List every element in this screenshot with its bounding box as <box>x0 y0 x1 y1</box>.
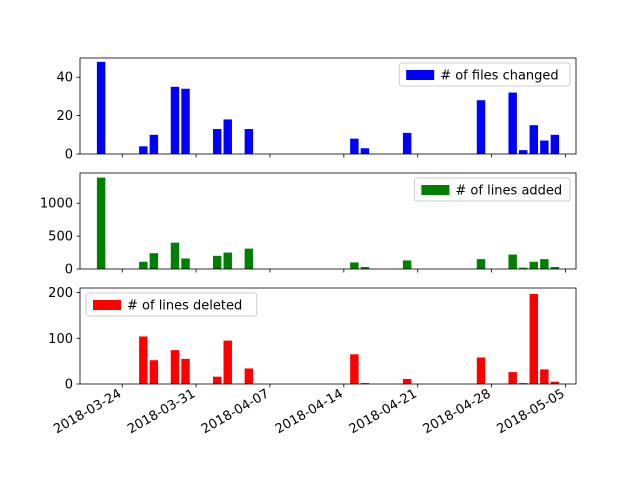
bar-p3-2018-03-26 <box>139 336 148 384</box>
bar-p1-2018-04-20 <box>402 132 412 154</box>
xtick-label-2018-04-07: 2018-04-07 <box>199 386 272 437</box>
ytick-label-p3-200: 200 <box>48 286 73 301</box>
bar-p3-2018-04-15 <box>350 354 359 384</box>
ytick-label-p3-100: 100 <box>48 332 73 347</box>
bar-p1-2018-03-22 <box>96 61 106 155</box>
bar-p2-2018-05-03 <box>540 259 549 269</box>
bar-p3-2018-03-27 <box>149 360 159 384</box>
legend-box-3 <box>85 292 258 317</box>
bar-p2-2018-04-30 <box>508 254 517 269</box>
bar-p3-2018-05-01 <box>519 383 528 384</box>
bar-p3-2018-04-27 <box>476 357 486 384</box>
bar-p1-2018-03-30 <box>181 88 190 154</box>
bar-p3-2018-03-30 <box>181 358 190 384</box>
bar-p1-2018-04-27 <box>476 100 486 154</box>
bar-p3-2018-04-05 <box>244 368 254 384</box>
ytick-label-p1-40: 40 <box>56 71 73 86</box>
legend-swatch-3 <box>93 300 121 310</box>
bar-p3-2018-03-29 <box>170 350 180 384</box>
legend-label-1: # of files changed <box>440 69 559 84</box>
ytick-label-p2-500: 500 <box>48 230 73 245</box>
legend-swatch-1 <box>406 70 435 80</box>
bar-p3-2018-05-02 <box>529 293 539 384</box>
bar-p2-2018-04-02 <box>212 255 222 269</box>
bar-p1-2018-04-02 <box>212 129 222 154</box>
legend-label-2: # of lines added <box>455 184 562 199</box>
bar-p3-2018-04-30 <box>508 372 517 384</box>
bar-p3-2018-04-03 <box>223 340 232 384</box>
xtick-label-2018-04-28: 2018-04-28 <box>421 386 494 437</box>
legend-box-1 <box>398 62 571 87</box>
bar-p2-2018-04-16 <box>360 267 370 269</box>
bar-p2-2018-03-30 <box>181 258 190 269</box>
bar-p2-2018-04-03 <box>223 252 232 269</box>
axes-frame-1 <box>79 57 577 155</box>
legend-swatch-2 <box>421 185 450 195</box>
bar-p2-2018-03-26 <box>139 261 148 269</box>
bar-p1-2018-05-01 <box>519 150 528 154</box>
bar-p3-2018-05-04 <box>550 381 560 384</box>
bar-p3-2018-05-03 <box>540 369 549 384</box>
bar-p1-2018-04-05 <box>244 129 254 154</box>
axes-frame-3 <box>79 287 577 385</box>
bar-p2-2018-04-27 <box>476 259 486 269</box>
xtick-label-2018-05-05: 2018-05-05 <box>495 386 568 437</box>
bar-p2-2018-04-15 <box>350 262 359 269</box>
legend-label-3: # of lines deleted <box>127 299 242 314</box>
bar-p2-2018-05-01 <box>519 267 528 269</box>
xtick-label-2018-04-21: 2018-04-21 <box>347 386 420 437</box>
ytick-label-p1-0: 0 <box>65 148 73 163</box>
axes-frame-2 <box>79 172 577 270</box>
bar-p1-2018-05-03 <box>540 140 549 154</box>
bar-p1-2018-04-16 <box>360 148 370 154</box>
bar-p1-2018-03-29 <box>170 86 180 154</box>
bar-p1-2018-04-03 <box>223 119 232 154</box>
bar-p2-2018-04-05 <box>244 248 254 269</box>
bar-p1-2018-05-04 <box>550 134 560 154</box>
bar-p3-2018-04-16 <box>360 383 370 384</box>
bar-p2-2018-05-02 <box>529 261 539 269</box>
bar-p1-2018-05-02 <box>529 125 539 154</box>
bar-p2-2018-03-22 <box>96 177 106 269</box>
bar-p2-2018-03-27 <box>149 253 159 269</box>
bar-p1-2018-04-15 <box>350 138 359 154</box>
bar-p3-2018-04-02 <box>212 376 222 384</box>
xtick-label-2018-04-14: 2018-04-14 <box>273 386 346 437</box>
ytick-label-p1-20: 20 <box>56 109 73 124</box>
bar-p1-2018-03-27 <box>149 134 159 154</box>
bar-p2-2018-04-20 <box>402 260 412 269</box>
xtick-label-2018-03-24: 2018-03-24 <box>51 386 124 437</box>
bar-p2-2018-03-29 <box>170 242 180 269</box>
legend-box-2 <box>413 177 571 202</box>
bar-p1-2018-03-26 <box>139 146 148 154</box>
bar-p1-2018-04-30 <box>508 92 517 154</box>
bar-p3-2018-04-20 <box>402 378 412 384</box>
xtick-label-2018-03-31: 2018-03-31 <box>125 386 198 437</box>
bar-p2-2018-05-04 <box>550 267 560 269</box>
ytick-label-p2-1000: 1000 <box>40 197 73 212</box>
ytick-label-p3-0: 0 <box>65 378 73 393</box>
ytick-label-p2-0: 0 <box>65 263 73 278</box>
